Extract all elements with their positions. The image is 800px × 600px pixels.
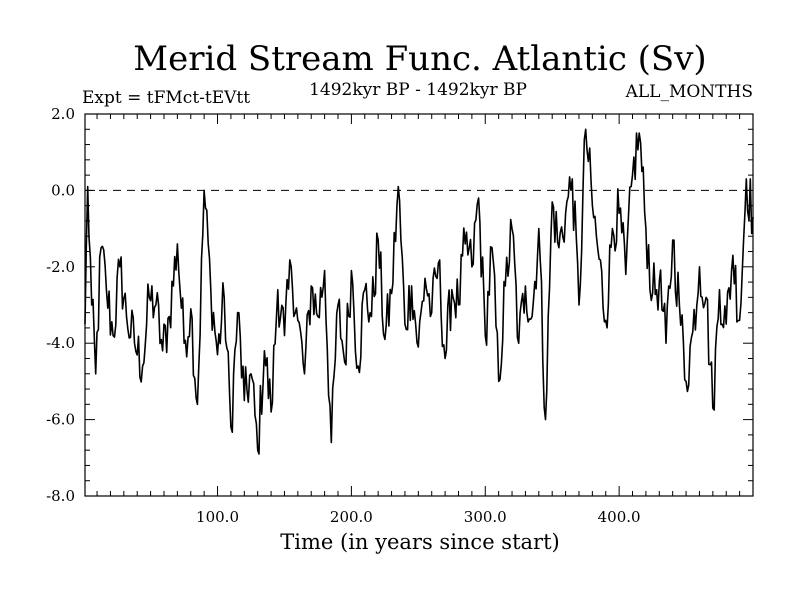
y-tick-label: -6.0 <box>46 411 75 429</box>
series-line <box>84 128 754 455</box>
x-tick-label: 200.0 <box>330 508 373 526</box>
y-tick-label: -8.0 <box>46 487 75 505</box>
subtitle-right: ALL_MONTHS <box>625 82 753 102</box>
x-tick-label: 400.0 <box>598 508 641 526</box>
y-tick-label: -4.0 <box>46 334 75 352</box>
y-tick-label: -2.0 <box>46 258 75 276</box>
y-tick-label: 2.0 <box>51 105 75 123</box>
subtitle-left: Expt = tFMct-tEVtt <box>82 88 250 108</box>
plot-frame <box>84 113 754 497</box>
x-tick-label: 100.0 <box>196 508 239 526</box>
subtitle-center: 1492kyr BP - 1492kyr BP <box>309 80 527 100</box>
chart-title: Merid Stream Func. Atlantic (Sv) <box>133 39 706 79</box>
y-tick-label: 0.0 <box>51 181 75 199</box>
plot-area: 100.0 200.0 300.0 400.0 2.0 0.0 -2.0 -4.0 -6.0 -8… <box>46 105 754 526</box>
x-tick-label: 300.0 <box>464 508 507 526</box>
x-axis-label: Time (in years since start) <box>280 530 559 554</box>
